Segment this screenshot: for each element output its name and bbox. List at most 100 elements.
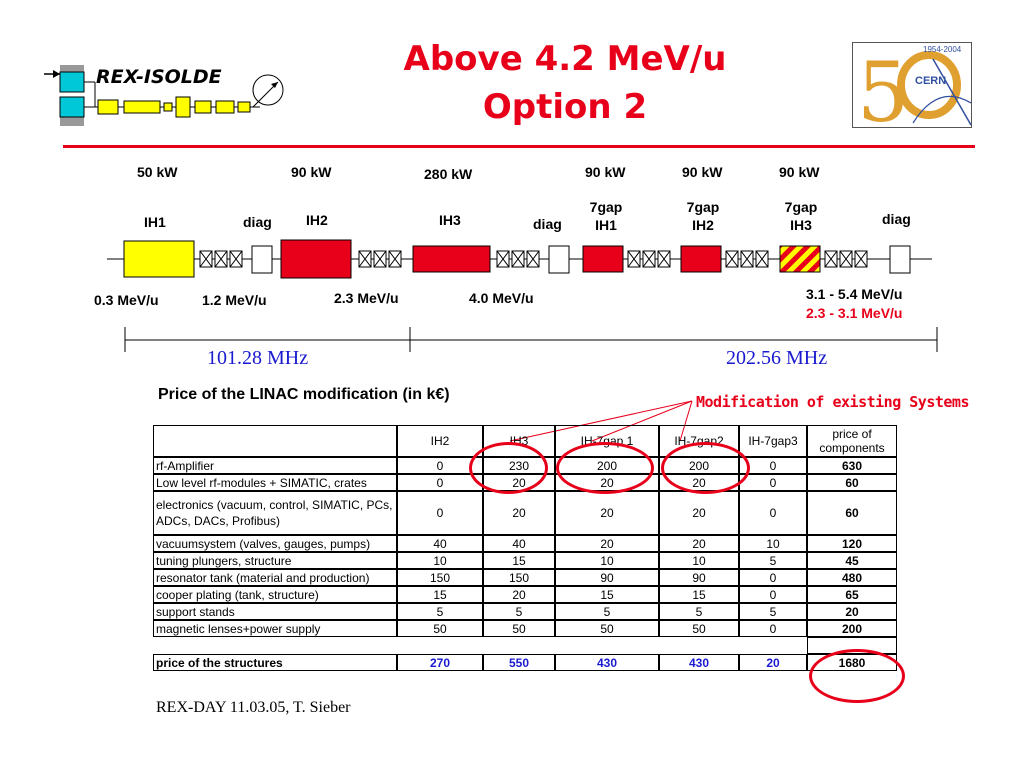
freq-101: 101.28 MHz	[207, 347, 309, 369]
header-ih2: IH2	[397, 425, 483, 457]
row-total: 60	[807, 491, 897, 535]
label-diag3: diag	[882, 211, 911, 227]
total-row: price of the structures 270 550 430 430 20 168…	[153, 654, 897, 671]
row-label: support stands	[153, 603, 397, 620]
row-value: 150	[483, 569, 555, 586]
row-value: 5	[397, 603, 483, 620]
cavity-ih2	[280, 239, 352, 279]
row-value: 0	[397, 491, 483, 535]
power-gap3: 90 kW	[779, 164, 820, 180]
row-total: 20	[807, 603, 897, 620]
row-value: 10	[555, 552, 659, 569]
row-value: 50	[555, 620, 659, 637]
row-value: 15	[483, 552, 555, 569]
cavity-7gap-ih1	[582, 245, 624, 273]
row-total: 200	[807, 620, 897, 637]
row-value: 0	[739, 569, 807, 586]
row-value: 20	[483, 491, 555, 535]
table-row: cooper plating (tank, structure) 15 20 15 15…	[153, 586, 897, 603]
energy-2-3: 2.3 MeV/u	[334, 290, 399, 306]
annotation-pointers	[509, 400, 693, 442]
row-value: 50	[483, 620, 555, 637]
table-title: Price of the LINAC modification (in k€)	[158, 386, 450, 403]
row-value: 20	[555, 535, 659, 552]
energy-4-0: 4.0 MeV/u	[469, 290, 534, 306]
cern-text: CERN	[915, 75, 947, 87]
row-value: 40	[483, 535, 555, 552]
cavity-7gap-ih3	[779, 245, 821, 273]
row-value: 20	[483, 586, 555, 603]
table-row: support stands 5 5 5 5 5 20	[153, 603, 897, 620]
row-value: 10	[659, 552, 739, 569]
annotation: Modification of existing Systems	[696, 393, 969, 411]
label-gap1: 7gap IH1	[589, 199, 623, 233]
row-label: rf-Amplifier	[153, 457, 397, 474]
row-value: 0	[739, 586, 807, 603]
label-ih2: IH2	[306, 212, 328, 228]
row-label: tuning plungers, structure	[153, 552, 397, 569]
cavity-7gap-ih2	[680, 245, 722, 273]
row-label: vacuumsystem (valves, gauges, pumps)	[153, 535, 397, 552]
header-empty	[153, 425, 397, 457]
row-value: 0	[739, 491, 807, 535]
row-value: 0	[739, 620, 807, 637]
table-row: resonator tank (material and production)…	[153, 569, 897, 586]
footer: REX-DAY 11.03.05, T. Sieber	[156, 699, 351, 716]
row-value: 150	[397, 569, 483, 586]
title-divider	[63, 145, 975, 148]
quad-triplet-3	[496, 250, 540, 268]
table-row: magnetic lenses+power supply 50 50 50 50 0 200	[153, 620, 897, 637]
label-diag1: diag	[243, 214, 272, 230]
quad-triplet-4	[627, 250, 671, 268]
energy-0-3: 0.3 MeV/u	[94, 292, 159, 308]
row-label: magnetic lenses+power supply	[153, 620, 397, 637]
rex-isolde-logo	[44, 65, 284, 126]
logo-text: REX-ISOLDE	[96, 66, 222, 88]
row-total: 120	[807, 535, 897, 552]
table-row: electronics (vacuum, control, SIMATIC, P…	[153, 491, 897, 535]
row-value: 90	[555, 569, 659, 586]
row-value: 15	[659, 586, 739, 603]
energy-2-3-3-1: 2.3 - 3.1 MeV/u	[806, 305, 903, 321]
quad-triplet-2	[358, 250, 402, 268]
cavity-ih1	[123, 240, 195, 278]
highlight-ih3	[469, 442, 548, 494]
row-value: 20	[555, 491, 659, 535]
row-label: resonator tank (material and production)	[153, 569, 397, 586]
label-gap2: 7gap IH2	[686, 199, 720, 233]
row-value: 10	[397, 552, 483, 569]
beamline-diagram	[107, 239, 932, 279]
header-price: price of components	[807, 425, 897, 457]
row-value: 40	[397, 535, 483, 552]
spacer-row	[153, 637, 897, 654]
total-value: 550	[483, 654, 555, 671]
row-value: 5	[555, 603, 659, 620]
row-label: cooper plating (tank, structure)	[153, 586, 397, 603]
row-value: 20	[659, 535, 739, 552]
label-gap3: 7gap IH3	[784, 199, 818, 233]
row-total: 45	[807, 552, 897, 569]
power-gap2: 90 kW	[682, 164, 723, 180]
row-value: 20	[659, 491, 739, 535]
cern-50-logo: 5 1954-2004 CERN	[852, 42, 972, 128]
row-total: 65	[807, 586, 897, 603]
total-value: 20	[739, 654, 807, 671]
highlight-gap2	[661, 442, 750, 494]
slide-title-line1: Above 4.2 MeV/u	[403, 39, 727, 79]
row-value: 5	[739, 552, 807, 569]
row-value: 50	[659, 620, 739, 637]
cavity-ih3	[412, 245, 491, 273]
row-value: 15	[555, 586, 659, 603]
quad-triplet-5	[725, 250, 769, 268]
power-ih1: 50 kW	[137, 164, 178, 180]
total-value: 430	[555, 654, 659, 671]
diag-box-1	[251, 245, 273, 274]
label-ih3: IH3	[439, 212, 461, 228]
quad-triplet-1	[199, 250, 243, 268]
energy-1-2: 1.2 MeV/u	[202, 292, 267, 308]
price-table: IH2 IH3 IH-7gap 1 IH-7gap2 IH-7gap3 pric…	[153, 425, 897, 671]
total-value: 270	[397, 654, 483, 671]
quad-triplet-6	[824, 250, 868, 268]
row-value: 50	[397, 620, 483, 637]
diag-box-3	[889, 245, 911, 274]
